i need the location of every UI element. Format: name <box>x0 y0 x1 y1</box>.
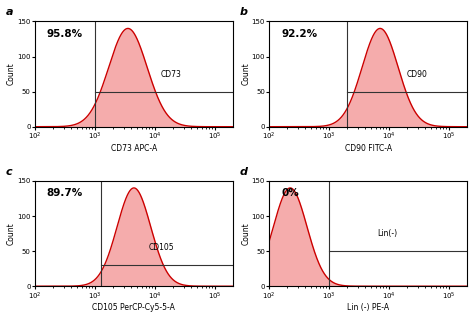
Text: d: d <box>239 167 247 177</box>
Text: CD90: CD90 <box>407 70 428 78</box>
Text: 89.7%: 89.7% <box>47 188 83 198</box>
Text: b: b <box>239 7 247 17</box>
Text: 0%: 0% <box>281 188 299 198</box>
Text: CD73: CD73 <box>161 70 182 78</box>
Y-axis label: Count: Count <box>7 63 16 85</box>
Y-axis label: Count: Count <box>7 222 16 245</box>
Y-axis label: Count: Count <box>241 222 250 245</box>
Text: CD105: CD105 <box>149 243 174 252</box>
X-axis label: CD73 APC-A: CD73 APC-A <box>111 144 157 152</box>
Text: a: a <box>5 7 13 17</box>
X-axis label: CD90 FITC-A: CD90 FITC-A <box>345 144 392 152</box>
Y-axis label: Count: Count <box>241 63 250 85</box>
X-axis label: Lin (-) PE-A: Lin (-) PE-A <box>347 303 389 312</box>
X-axis label: CD105 PerCP-Cy5-5-A: CD105 PerCP-Cy5-5-A <box>92 303 175 312</box>
Text: c: c <box>5 167 12 177</box>
Text: 95.8%: 95.8% <box>47 29 83 39</box>
Text: 92.2%: 92.2% <box>281 29 317 39</box>
Text: Lin(-): Lin(-) <box>377 229 397 238</box>
